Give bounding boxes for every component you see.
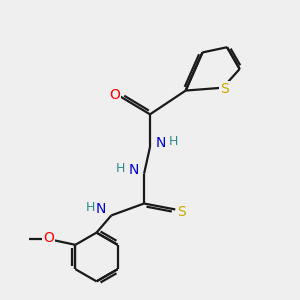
Text: S: S [220,82,229,96]
Text: S: S [177,205,186,219]
Text: H: H [85,201,94,214]
Text: H: H [116,162,126,175]
Text: N: N [128,163,139,177]
Text: O: O [110,88,120,102]
Text: N: N [155,136,166,151]
Text: O: O [43,231,54,245]
Text: N: N [96,202,106,216]
Text: H: H [169,135,178,148]
